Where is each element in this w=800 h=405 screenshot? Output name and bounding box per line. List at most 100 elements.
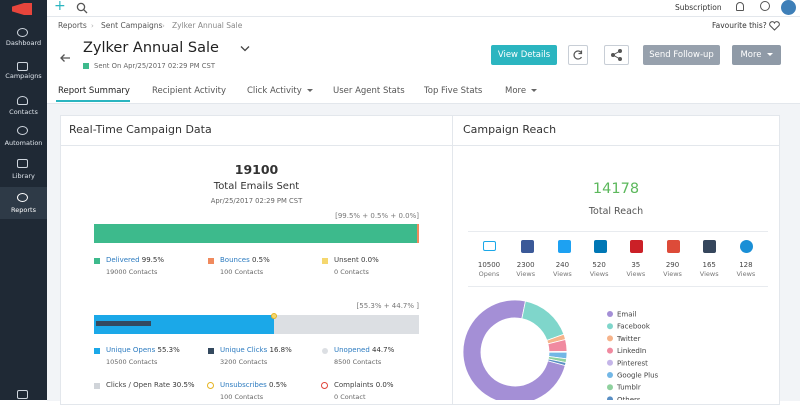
more-button[interactable]: More [732,45,781,65]
help-icon[interactable] [760,1,770,11]
tab[interactable]: Report Summary [58,86,130,96]
legend-name: Unique Clicks [220,346,268,354]
library-icon [17,159,28,168]
favourite-label: Favourite this? [712,21,767,30]
legend-dot [607,311,613,317]
send-follow-up-button[interactable]: Send Follow-up [643,45,720,65]
legend-dot [607,335,613,342]
nav-item[interactable]: Dashboard [5,39,42,47]
reach-unit: Opens [478,270,500,278]
search-icon[interactable] [76,2,88,14]
view-details-button[interactable]: View Details [491,45,557,65]
reach-count: 2300 [516,261,535,269]
sidebar: Dashboard Campaigns Contacts Automation … [0,0,47,400]
caret [766,53,773,56]
legend-label: LinkedIn [617,347,646,355]
legend-label: Email [617,311,636,319]
reach-count: 35 [631,261,641,269]
legend-percent: 0.0% [360,256,379,264]
reach-count: 10500 [477,261,501,269]
back-icon[interactable] [59,53,71,63]
bar-segment [273,315,419,334]
sent-date: Apr/25/2017 02:29 PM CST [210,197,303,205]
heart-icon[interactable] [769,21,780,31]
legend-percent: 0.5% [252,256,270,264]
pinterest-icon [630,240,643,253]
legend-name: Complaints [334,381,374,389]
legend-label: Facebook [617,323,651,331]
bell-icon[interactable] [736,2,744,11]
legend-swatch [208,348,214,354]
breadcrumb[interactable]: Sent Campaigns [101,21,163,30]
legend-percent: 0.5% [269,381,287,389]
crumb-sep: › [162,22,165,30]
legend-name: Unsubscribes [220,381,267,389]
legend-dot [607,384,613,391]
reach-card [452,115,780,405]
legend-dot [607,347,613,354]
legend-swatch [94,348,100,354]
bar-segment [96,321,151,326]
active-tab-underline [56,100,130,102]
nav-item[interactable]: Reports [11,206,36,214]
share-button[interactable] [604,45,629,65]
tumblr-icon [703,240,716,253]
legend-swatch [94,383,100,389]
total-sent-label: Total Emails Sent [213,181,300,192]
total-reach-label: Total Reach [588,206,644,217]
nav-item[interactable]: Library [12,172,35,180]
delivery-bar [94,224,419,243]
tab[interactable]: Top Five Stats [424,86,483,96]
bar-marker [270,313,277,319]
nav-item[interactable]: Automation [4,139,43,147]
delivery-summary: [99.5% + 0.5% + 0.0%] [335,212,419,220]
nav-item[interactable]: Contacts [9,108,38,116]
legend-label: Pinterest [617,359,648,367]
tab[interactable]: User Agent Stats [333,86,405,96]
legend-percent: 55.3% [157,346,180,354]
breadcrumb: Zylker Annual Sale [172,21,243,30]
reach-unit: Views [699,270,719,278]
reach-unit: Views [663,270,682,278]
email-icon [483,241,496,251]
refresh-icon [573,50,583,60]
tab[interactable]: More [505,86,538,96]
tab[interactable]: Recipient Activity [152,86,226,96]
unsubscribe-icon [207,382,214,389]
dropdown-glyph [240,46,250,52]
donut-slice [462,299,566,400]
legend-swatch [208,258,214,264]
google-plus-icon [667,240,680,253]
tab[interactable]: Click Activity [247,86,313,96]
refresh-button[interactable] [568,45,588,65]
status-dot [83,63,89,69]
caret [531,89,538,92]
dashboard-icon [17,28,28,37]
others-icon [740,240,753,253]
legend-dot [607,323,613,330]
title-dropdown[interactable] [240,45,250,52]
donut-slice [521,300,565,341]
breadcrumb[interactable]: Reports [58,21,87,30]
legend-count: 8500 Contacts [334,358,382,366]
add-icon[interactable]: + [54,0,66,14]
subscription-link[interactable]: Subscription [675,3,722,12]
reach-count: 128 [739,261,753,269]
legend-percent: 44.7% [372,346,395,354]
divider [468,286,768,287]
search-glyph [76,2,86,12]
share-glyph [611,50,621,60]
legend-dot [607,359,613,366]
active-nav [0,187,47,219]
reports-icon [17,193,28,202]
donut-slice [547,358,567,366]
avatar[interactable] [781,0,796,15]
legend-label: Twitter [616,335,641,343]
nav-item[interactable]: Campaigns [5,72,42,80]
reach-count: 240 [555,261,570,269]
legend-swatch [322,348,328,354]
legend-name: Clicks / Open Rate [106,381,171,389]
legend-count: 0 Contacts [334,268,369,276]
